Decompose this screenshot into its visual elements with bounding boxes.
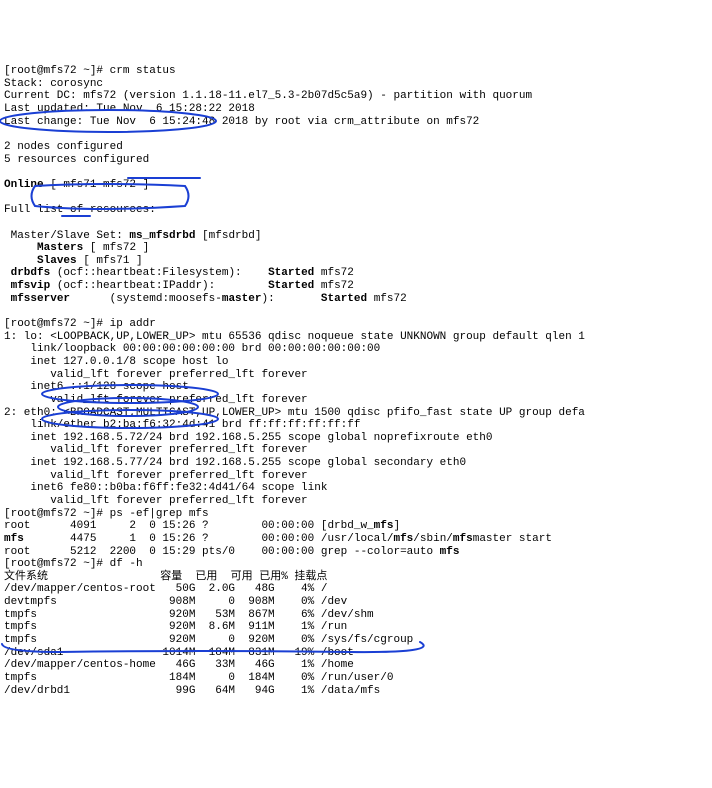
line: inet6 ::1/128 scope host (4, 381, 189, 393)
line (4, 242, 37, 254)
line: 2 nodes configured (4, 141, 123, 153)
line: [root@mfs72 ~]# df -h (4, 558, 143, 570)
online-nodes: [ mfs71 mfs72 ] (44, 179, 150, 191)
line: inet6 fe80::b0ba:f6ff:fe32:4d41/64 scope… (4, 482, 327, 494)
line: /sbin/ (413, 533, 453, 545)
line: Master/Slave Set: (4, 230, 129, 242)
line: root 4091 2 0 15:26 ? 00:00:00 [drbd_w_ (4, 520, 374, 532)
slaves-value: [ mfs71 ] (77, 255, 143, 267)
line: Stack: corosync (4, 78, 103, 90)
line: devtmpfs 908M 0 908M 0% /dev (4, 596, 347, 608)
mfs-highlight: mfs (4, 533, 24, 545)
line: 5 resources configured (4, 154, 149, 166)
masters-label: Masters (37, 242, 83, 254)
resource-name: mfsserver (11, 293, 70, 305)
line: tmpfs 920M 8.6M 911M 1% /run (4, 621, 347, 633)
line: [root@mfs72 ~]# crm status (4, 65, 176, 77)
line: tmpfs 920M 53M 867M 6% /dev/shm (4, 609, 374, 621)
line: /dev/sda1 1014M 184M 831M 19% /boot (4, 647, 354, 659)
line (4, 267, 11, 279)
line: valid_lft forever preferred_lft forever (4, 444, 308, 456)
line: (ocf::heartbeat:Filesystem): (50, 267, 268, 279)
line: tmpfs 920M 0 920M 0% /sys/fs/cgroup (4, 634, 413, 646)
line: tmpfs 184M 0 184M 0% /run/user/0 (4, 672, 393, 684)
line: link/ether b2:ba:f6:32:4d:41 brd ff:ff:f… (4, 419, 360, 431)
line: [root@mfs72 ~]# ps -ef|grep mfs (4, 508, 209, 520)
line: (systemd:moosefs- (70, 293, 222, 305)
line: valid_lft forever preferred_lft forever (4, 369, 308, 381)
line: mfs72 (367, 293, 407, 305)
line (4, 255, 37, 267)
line: valid_lft forever preferred_lft forever (4, 470, 308, 482)
line: master start (473, 533, 552, 545)
line: 文件系统 容量 已用 可用 已用% 挂载点 (4, 571, 327, 583)
line: inet 192.168.5.72/24 brd 192.168.5.255 s… (4, 432, 492, 444)
line: ] (393, 520, 400, 532)
line: Last change: Tue Nov 6 15:24:48 2018 by … (4, 116, 479, 128)
line: link/loopback 00:00:00:00:00:00 brd 00:0… (4, 343, 380, 355)
mfs-highlight: mfs (440, 546, 460, 558)
mfs-highlight: mfs (374, 520, 394, 532)
line: 4475 1 0 15:26 ? 00:00:00 /usr/local/ (24, 533, 394, 545)
line: 2: eth0: <BROADCAST,MULTICAST,UP,LOWER_U… (4, 407, 585, 419)
line: ): (261, 293, 320, 305)
status-started: Started (268, 267, 314, 279)
status-started: Started (321, 293, 367, 305)
line (4, 280, 11, 292)
line: /dev/mapper/centos-root 50G 2.0G 48G 4% … (4, 583, 327, 595)
resource-set-name: ms_mfsdrbd (129, 230, 195, 242)
line: 1: lo: <LOOPBACK,UP,LOWER_UP> mtu 65536 … (4, 331, 585, 343)
line: valid_lft forever preferred_lft forever (4, 394, 308, 406)
line: (ocf::heartbeat:IPaddr): (50, 280, 268, 292)
line: Last updated: Tue Nov 6 15:28:22 2018 (4, 103, 255, 115)
masters-value: [ mfs72 ] (83, 242, 149, 254)
slaves-label: Slaves (37, 255, 77, 267)
mfs-highlight: mfs (393, 533, 413, 545)
line: mfs72 (314, 267, 354, 279)
line: /dev/drbd1 99G 64M 94G 1% /data/mfs (4, 685, 380, 697)
line: Current DC: mfs72 (version 1.1.18-11.el7… (4, 90, 532, 102)
line: inet 192.168.5.77/24 brd 192.168.5.255 s… (4, 457, 466, 469)
line: Full list of resources: (4, 204, 156, 216)
line: [mfsdrbd] (195, 230, 261, 242)
line: root 5212 2200 0 15:29 pts/0 00:00:00 gr… (4, 546, 440, 558)
line: /dev/mapper/centos-home 46G 33M 46G 1% /… (4, 659, 354, 671)
line: valid_lft forever preferred_lft forever (4, 495, 308, 507)
resource-name: drbdfs (11, 267, 51, 279)
line: mfs72 (314, 280, 354, 292)
online-label: Online (4, 179, 44, 191)
line (4, 293, 11, 305)
terminal-output: [root@mfs72 ~]# crm status Stack: corosy… (4, 53, 708, 698)
master-text: master (222, 293, 262, 305)
line: [root@mfs72 ~]# ip addr (4, 318, 156, 330)
mfs-highlight: mfs (453, 533, 473, 545)
status-started: Started (268, 280, 314, 292)
resource-name: mfsvip (11, 280, 51, 292)
line: inet 127.0.0.1/8 scope host lo (4, 356, 228, 368)
